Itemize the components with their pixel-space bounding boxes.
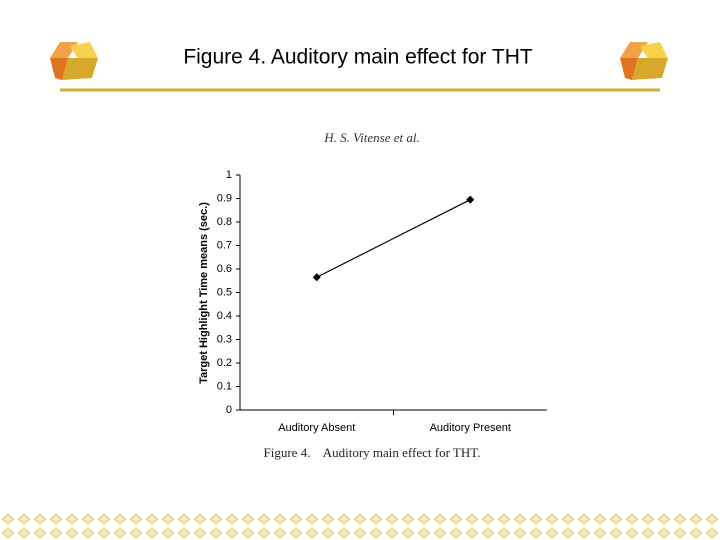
y-tick-label: 0.8 <box>217 216 232 228</box>
footer-pattern <box>0 512 720 540</box>
y-tick-label: 0 <box>226 404 232 416</box>
y-tick-label: 0.7 <box>217 239 232 251</box>
y-tick-label: 0.6 <box>217 263 232 275</box>
line <box>316 199 471 278</box>
caption: Figure 4. Auditory main effect for THT. <box>264 445 481 460</box>
y-tick-label: 1 <box>226 169 232 181</box>
y-tick-label: 0.4 <box>217 310 232 322</box>
slide-title: Figure 4. Auditory main effect for THT <box>183 46 533 69</box>
x-tick-label: Auditory Absent <box>278 422 355 434</box>
y-tick-label: 0.1 <box>217 380 232 392</box>
cube-right <box>620 42 668 80</box>
y-tick-label: 0.3 <box>217 333 232 345</box>
marker <box>312 273 321 282</box>
y-axis-label: Target Highlight Time means (sec.) <box>198 202 210 384</box>
y-tick-label: 0.2 <box>217 357 232 369</box>
marker <box>466 195 475 204</box>
subtitle: H. S. Vitense et al. <box>323 130 419 145</box>
cube-left <box>50 42 98 80</box>
y-tick-label: 0.9 <box>217 192 232 204</box>
x-tick-label: Auditory Present <box>430 422 511 434</box>
y-tick-label: 0.5 <box>217 286 232 298</box>
